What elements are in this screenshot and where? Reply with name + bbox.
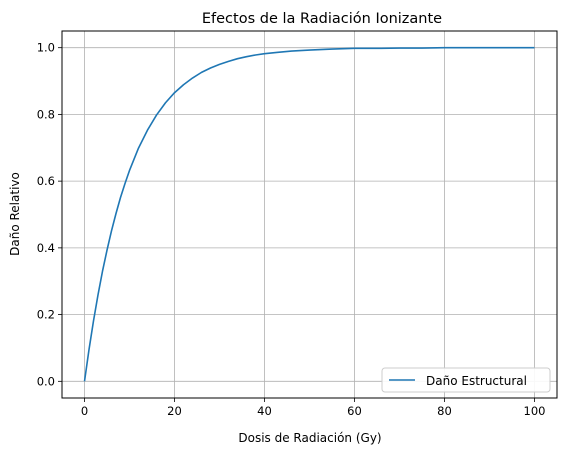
x-tick-label: 20 (167, 404, 182, 418)
grid (62, 31, 557, 398)
y-tick-label: 0.6 (37, 174, 55, 188)
x-tick-label: 0 (81, 404, 88, 418)
y-tick-label: 0.8 (37, 107, 55, 121)
plot-area (61, 30, 558, 399)
x-axis-label: Dosis de Radiación (Gy) (238, 431, 381, 445)
legend: Daño Estructural (381, 367, 551, 393)
x-tick-label: 80 (437, 404, 452, 418)
x-tick-label: 100 (524, 404, 546, 418)
y-tick-label: 0.2 (37, 308, 55, 322)
y-tick-label: 1.0 (37, 41, 55, 55)
y-axis: 0.0 0.2 0.4 0.6 0.8 1.0 (37, 41, 62, 388)
x-tick-label: 40 (257, 404, 272, 418)
chart-title: Efectos de la Radiación Ionizante (202, 11, 442, 27)
legend-label: Daño Estructural (426, 374, 527, 388)
y-axis-label: Daño Relativo (8, 172, 22, 256)
series-layer (83, 46, 535, 382)
x-tick-label: 60 (347, 404, 362, 418)
y-tick-label: 0.0 (37, 374, 55, 388)
x-axis: 0 20 40 60 80 100 (81, 398, 546, 418)
y-tick-label: 0.4 (37, 241, 55, 255)
legend-box (381, 367, 551, 393)
series-line (83, 46, 535, 382)
plot-frame (61, 30, 558, 399)
